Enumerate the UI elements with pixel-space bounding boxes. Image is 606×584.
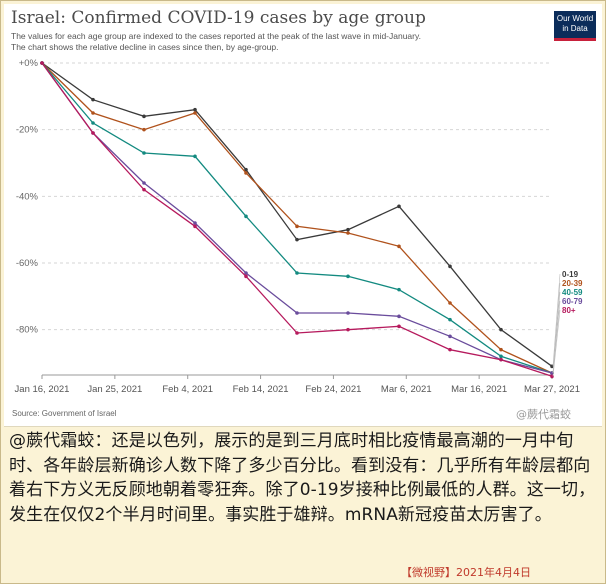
x-tick-label: Jan 25, 2021 [87,384,142,395]
logo-line-2: in Data [562,23,588,33]
legend-connector [552,273,561,367]
data-point-20-39 [448,301,452,305]
series-line-20-39 [41,62,553,374]
data-point-20-39 [91,111,95,115]
legend-label-60-79: 60-79 [562,297,583,306]
data-point-40-59 [448,317,452,322]
data-point-20-39 [244,171,248,175]
y-tick-label: -60% [16,258,39,269]
chart-source: Source: Government of Israel [12,409,117,418]
line-chart: +0% -20% -40% -60% -80% Jan 16, 2021 Jan 25, 2… [15,58,583,395]
data-point-20-39 [397,244,401,249]
data-point-60-79 [295,311,299,315]
x-tick-label: Mar 6, 2021 [381,384,432,395]
data-point-80+ [142,187,146,192]
data-point-60-79 [244,271,248,275]
data-point-20-39 [499,347,503,352]
data-point-80+ [499,357,503,362]
x-tick-label: Feb 14, 2021 [233,384,289,395]
data-point-40-59 [91,121,95,125]
x-tick-label: Feb 4, 2021 [162,384,213,395]
data-point-0-19 [193,107,197,112]
data-point-80+ [91,131,95,135]
data-point-0-19 [91,97,95,102]
legend-connector [552,309,561,377]
data-point-80+ [244,274,248,279]
subtitle-line-2: The chart shows the relative decline in … [11,42,279,52]
chart-card: Israel: Confirmed COVID-19 cases by age … [4,4,602,427]
chart-title: Israel: Confirmed COVID-19 cases by age … [11,8,426,28]
legend-label-40-59: 40-59 [562,288,583,297]
data-point-0-19 [244,167,248,172]
data-point-40-59 [346,274,350,279]
y-tick-label: -80% [16,325,39,336]
legend-label-0-19: 0-19 [562,270,579,279]
data-point-0-19 [295,237,299,242]
data-point-80+ [295,331,299,335]
y-tick-label: -20% [16,125,39,136]
data-point-0-19 [499,327,503,332]
data-point-40-59 [193,154,197,159]
data-point-40-59 [244,214,248,219]
post-credit: 【微视野】2021年4月4日 [401,566,531,579]
legend-label-80+: 80+ [562,306,576,315]
legend-connector [552,300,561,374]
data-point-40-59 [142,151,146,155]
x-tick-label: Mar 16, 2021 [451,384,507,395]
data-point-80+ [40,61,44,65]
data-point-60-79 [397,314,401,319]
data-point-60-79 [346,311,350,315]
caption-text: ：还是以色列，展示的是到三月底时相比疫情最高潮的一月中旬时、各年龄层新确诊人数下… [9,431,596,525]
x-tick-label: Mar 27, 2021 [524,384,580,395]
logo-line-1: Our World [556,14,594,23]
data-point-80+ [397,324,401,329]
data-point-40-59 [499,354,503,359]
chart-subtitle: The values for each age group are indexe… [11,31,531,53]
y-tick-label: +0% [19,58,39,69]
data-point-0-19 [142,114,146,119]
data-point-20-39 [142,127,146,132]
data-point-60-79 [448,334,452,339]
data-point-0-19 [397,204,401,209]
data-point-0-19 [448,264,452,269]
owid-logo[interactable]: Our World in Data [554,11,596,41]
x-tick-label: Feb 24, 2021 [305,384,361,395]
data-point-20-39 [346,231,350,235]
data-point-0-19 [346,227,350,232]
subtitle-line-1: The values for each age group are indexe… [11,31,421,41]
x-tick-label: Jan 16, 2021 [15,384,70,395]
data-point-40-59 [397,287,401,292]
data-point-60-79 [193,221,197,225]
data-point-80+ [346,327,350,332]
y-tick-label: -40% [16,191,39,202]
data-point-20-39 [193,111,197,115]
watermark: @蕨代霜蛟 [516,406,571,422]
legend-label-20-39: 20-39 [562,279,583,288]
data-point-80+ [448,347,452,352]
data-point-40-59 [295,271,299,275]
caption-author[interactable]: @蕨代霜蛟 [9,431,95,451]
series-line-0-19 [41,62,553,367]
data-point-20-39 [295,224,299,229]
data-point-80+ [193,224,197,229]
post-caption: @蕨代霜蛟：还是以色列，展示的是到三月底时相比疫情最高潮的一月中旬时、各年龄层新… [9,429,601,527]
data-point-60-79 [142,181,146,185]
